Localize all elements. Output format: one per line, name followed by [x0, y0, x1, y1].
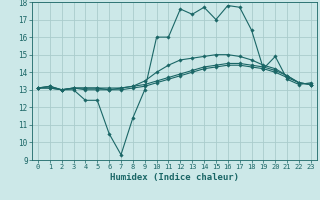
X-axis label: Humidex (Indice chaleur): Humidex (Indice chaleur)	[110, 173, 239, 182]
